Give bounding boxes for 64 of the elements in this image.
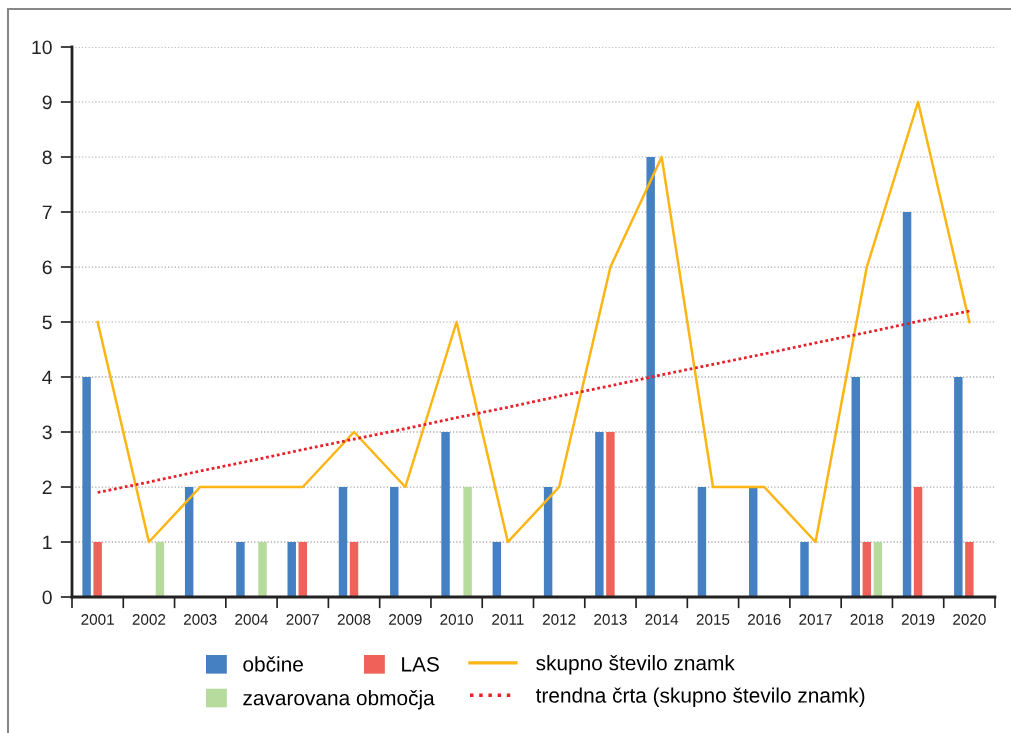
x-tick-label: 2009 <box>389 614 422 625</box>
x-tick-label: 2001 <box>81 614 114 625</box>
bar <box>492 542 502 597</box>
x-tick-label: 2013 <box>594 614 627 625</box>
bar <box>697 487 707 597</box>
x-tick-label: 2014 <box>645 614 679 625</box>
bar <box>606 432 615 597</box>
bar <box>954 377 963 597</box>
bar <box>287 542 296 597</box>
bar <box>902 212 912 597</box>
x-tick-label: 2012 <box>542 614 576 625</box>
bar <box>82 377 91 597</box>
bar <box>298 542 307 597</box>
bar <box>184 487 194 597</box>
bar <box>851 377 861 597</box>
x-tick-label: 2017 <box>799 614 832 625</box>
y-tick-label: 6 <box>42 260 52 275</box>
bar <box>463 487 472 597</box>
x-tick-label: 2004 <box>235 614 269 625</box>
x-tick-label: 2019 <box>901 614 935 625</box>
y-tick-label: 4 <box>42 370 52 385</box>
bar <box>873 542 883 597</box>
bar <box>236 542 245 597</box>
x-tick-label: 2008 <box>337 614 371 625</box>
y-tick-label: 7 <box>42 205 52 220</box>
bar <box>155 542 165 597</box>
bar <box>338 487 348 597</box>
y-tick-label: 1 <box>43 535 52 550</box>
bar <box>595 432 604 597</box>
x-tick-label: 2015 <box>696 614 730 625</box>
y-tick-label: 2 <box>42 480 52 495</box>
x-tick-label: 2020 <box>953 614 986 625</box>
bar <box>646 157 655 597</box>
x-tick-label: 2016 <box>748 614 781 625</box>
legend-label: LAS <box>402 656 439 672</box>
line-series <box>96 309 971 494</box>
y-tick-label: 9 <box>42 95 52 110</box>
bar <box>543 487 553 597</box>
legend-label: občine <box>243 656 303 672</box>
legend-label: zavarovana območja <box>243 689 435 710</box>
line-series <box>96 100 971 544</box>
x-tick-label: 2007 <box>286 614 319 625</box>
y-tick-label: 3 <box>42 425 52 440</box>
bar <box>441 432 450 597</box>
bar <box>349 542 359 597</box>
bar <box>93 542 102 597</box>
bar <box>965 542 974 597</box>
bar <box>862 542 872 597</box>
x-tick-label: 2003 <box>183 614 217 625</box>
bar <box>258 542 267 597</box>
legend-label: trendna črta (skupno število znamk) <box>535 687 865 707</box>
x-tick-label: 2011 <box>492 614 524 625</box>
bar <box>390 487 399 597</box>
x-tick-label: 2018 <box>850 614 884 625</box>
bar <box>748 487 758 597</box>
y-tick-label: 5 <box>42 315 52 330</box>
y-tick-label: 0 <box>42 590 52 605</box>
bar <box>913 487 923 597</box>
y-tick-label: 10 <box>32 40 52 55</box>
x-tick-label: 2010 <box>440 614 473 625</box>
bar <box>800 542 809 597</box>
legend-label: skupno število znamk <box>536 655 735 675</box>
x-tick-label: 2002 <box>132 614 166 625</box>
y-tick-label: 8 <box>42 150 52 165</box>
